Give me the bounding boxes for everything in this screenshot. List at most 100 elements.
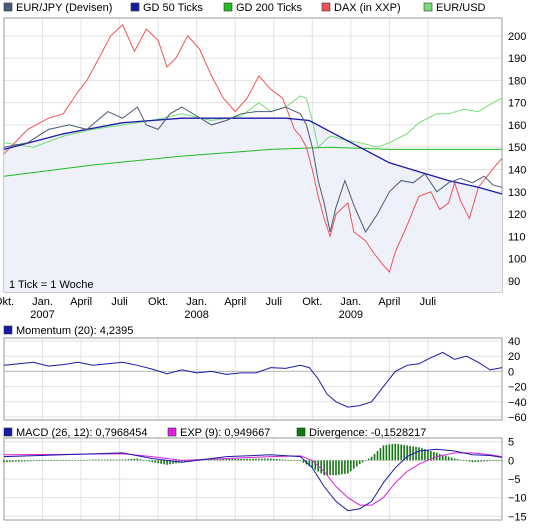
momentum-frame bbox=[3, 337, 503, 421]
divergence-bar-120 bbox=[358, 460, 361, 465]
divergence-bar-155 bbox=[462, 460, 465, 461]
main-legend-0-label: EUR/JPY (Devisen) bbox=[16, 2, 112, 14]
divergence-bar-122 bbox=[364, 460, 367, 461]
divergence-bar-116 bbox=[347, 460, 349, 474]
divergence-bar-9 bbox=[29, 460, 32, 462]
divergence-bar-135 bbox=[403, 444, 405, 461]
divergence-bar-121 bbox=[361, 460, 364, 463]
divergence-bar-76 bbox=[228, 458, 231, 461]
divergence-bar-51 bbox=[154, 460, 156, 463]
divergence-bar-55 bbox=[166, 460, 168, 465]
momentum-ytick-label-1: 20 bbox=[508, 351, 520, 363]
main-ytick-label-7: 160 bbox=[508, 120, 526, 132]
divergence-bar-168 bbox=[501, 460, 503, 461]
divergence-bar-126 bbox=[376, 451, 379, 461]
momentum-ytick-label-0: 40 bbox=[508, 336, 520, 348]
series-line-2 bbox=[3, 146, 502, 177]
divergence-bar-26 bbox=[80, 460, 82, 461]
main-ytick-label-9: 180 bbox=[508, 75, 526, 87]
main-legend-3-swatch bbox=[321, 2, 331, 12]
momentum-legend-label: Momentum (20): 4,2395 bbox=[16, 325, 133, 337]
macd-legend-0-swatch bbox=[3, 427, 13, 437]
macd-legend-0-label: MACD (26, 12): 0,7968454 bbox=[16, 427, 147, 439]
divergence-bar-147 bbox=[438, 453, 441, 461]
macd-legend-2-label: Divergence: -0,1528217 bbox=[309, 427, 426, 439]
divergence-bar-45 bbox=[136, 458, 139, 461]
divergence-bar-46 bbox=[139, 459, 142, 461]
divergence-bar-13 bbox=[41, 460, 44, 461]
divergence-bar-38 bbox=[115, 459, 118, 461]
main-ytick-label-1: 100 bbox=[508, 254, 526, 266]
exp-line bbox=[3, 452, 503, 506]
main-ytick-label-0: 90 bbox=[508, 276, 520, 288]
divergence-bar-17 bbox=[53, 460, 56, 461]
divergence-bar-49 bbox=[148, 460, 151, 462]
macd-legend-2-swatch bbox=[296, 427, 306, 437]
divergence-bar-159 bbox=[474, 460, 477, 463]
divergence-bar-8 bbox=[26, 460, 29, 462]
divergence-bar-136 bbox=[406, 445, 408, 461]
divergence-bar-152 bbox=[453, 458, 456, 461]
divergence-bar-150 bbox=[447, 456, 450, 461]
divergence-bar-30 bbox=[92, 459, 94, 461]
divergence-bar-54 bbox=[163, 460, 165, 465]
xtick-label-7: Juli bbox=[265, 296, 282, 308]
divergence-bar-142 bbox=[424, 449, 426, 461]
divergence-bar-144 bbox=[430, 451, 432, 461]
divergence-bar-110 bbox=[329, 460, 331, 476]
divergence-bar-95 bbox=[284, 459, 287, 461]
main-ytick-label-3: 120 bbox=[508, 209, 526, 221]
xtick-label-2: April bbox=[70, 296, 92, 308]
xtick-label-8: Okt. bbox=[302, 296, 322, 308]
divergence-bar-153 bbox=[456, 459, 459, 461]
divergence-bar-4 bbox=[15, 460, 17, 462]
divergence-bar-86 bbox=[258, 458, 260, 461]
main-tick-note: 1 Tick = 1 Woche bbox=[9, 279, 93, 291]
divergence-bar-117 bbox=[350, 460, 352, 472]
divergence-bar-44 bbox=[133, 458, 136, 461]
divergence-bar-5 bbox=[18, 460, 20, 462]
divergence-bar-91 bbox=[272, 458, 275, 461]
divergence-bar-140 bbox=[418, 447, 420, 461]
divergence-bar-3 bbox=[12, 460, 14, 462]
divergence-bar-161 bbox=[480, 460, 483, 462]
divergence-bar-93 bbox=[278, 459, 281, 461]
divergence-bar-87 bbox=[261, 458, 263, 461]
momentum-ytick-label-3: −20 bbox=[508, 382, 527, 394]
main-legend-3-label: DAX (in XXP) bbox=[334, 2, 401, 14]
momentum-ytick-label-4: −40 bbox=[508, 397, 527, 409]
divergence-bar-111 bbox=[332, 460, 334, 476]
divergence-bar-47 bbox=[142, 459, 145, 461]
divergence-bar-82 bbox=[246, 458, 248, 461]
divergence-bar-53 bbox=[160, 460, 162, 464]
divergence-bar-37 bbox=[112, 459, 115, 461]
divergence-bar-149 bbox=[444, 455, 447, 461]
divergence-bar-50 bbox=[151, 460, 154, 463]
divergence-bar-104 bbox=[311, 460, 314, 468]
divergence-bar-78 bbox=[234, 458, 237, 461]
divergence-bar-88 bbox=[264, 458, 266, 461]
divergence-bar-108 bbox=[323, 460, 325, 476]
series-line-0 bbox=[3, 106, 503, 233]
divergence-bar-84 bbox=[252, 458, 254, 461]
main-ytick-label-2: 110 bbox=[508, 231, 526, 243]
divergence-bar-60 bbox=[181, 460, 183, 463]
series-line-1 bbox=[3, 117, 503, 195]
divergence-bar-32 bbox=[98, 459, 100, 461]
macd-line bbox=[3, 448, 503, 512]
series-line-3 bbox=[3, 23, 503, 274]
xtick-label-3: Juli bbox=[111, 296, 128, 308]
divergence-bar-123 bbox=[367, 458, 370, 461]
divergence-bar-90 bbox=[269, 458, 272, 461]
main-ytick-label-8: 170 bbox=[508, 98, 526, 110]
divergence-bar-113 bbox=[338, 460, 340, 475]
divergence-bar-92 bbox=[275, 459, 278, 461]
divergence-bar-131 bbox=[391, 444, 394, 461]
main-legend-2-swatch bbox=[223, 2, 233, 12]
macd-legend-1-label: EXP (9): 0,949667 bbox=[180, 427, 270, 439]
xtick-label-6: April bbox=[224, 296, 246, 308]
divergence-bar-74 bbox=[222, 458, 225, 461]
divergence-bar-97 bbox=[290, 460, 293, 461]
divergence-bar-96 bbox=[287, 460, 290, 461]
